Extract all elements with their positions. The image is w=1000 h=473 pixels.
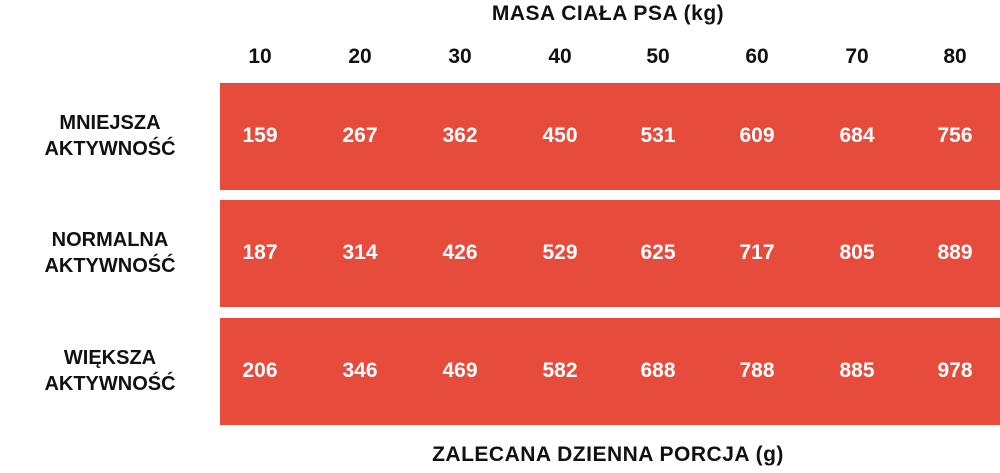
cell-value: 529: [542, 241, 578, 264]
cell-value: 267: [342, 124, 378, 147]
column-header: 10: [248, 45, 272, 68]
row-label: MNIEJSZA AKTYWNOŚĆ: [44, 110, 175, 162]
cell-value: 756: [937, 124, 973, 147]
row-label-line: NORMALNA: [51, 229, 169, 251]
cell-value: 885: [839, 359, 875, 382]
row-label-line: MNIEJSZA: [59, 112, 161, 134]
row-band: [220, 200, 1000, 307]
row-label: WIĘKSZA AKTYWNOŚĆ: [44, 345, 175, 397]
cell-value: 978: [937, 359, 973, 382]
cell-value: 625: [640, 241, 676, 264]
row-label-line: AKTYWNOŚĆ: [44, 255, 176, 277]
column-header: 20: [348, 45, 372, 68]
cell-value: 362: [442, 124, 478, 147]
row-label-line: WIĘKSZA: [63, 347, 157, 369]
cell-value: 717: [739, 241, 775, 264]
cell-value: 805: [839, 241, 875, 264]
cell-value: 159: [242, 124, 278, 147]
cell-value: 346: [342, 359, 378, 382]
cell-value: 582: [542, 359, 578, 382]
cell-value: 187: [242, 241, 278, 264]
row-band: [220, 318, 1000, 425]
cell-value: 788: [739, 359, 775, 382]
cell-value: 206: [242, 359, 278, 382]
cell-value: 531: [640, 124, 676, 147]
cell-value: 426: [442, 241, 478, 264]
cell-value: 609: [739, 124, 775, 147]
row-band: [220, 83, 1000, 190]
cell-value: 889: [937, 241, 973, 264]
column-header: 50: [646, 45, 670, 68]
table-title: MASA CIAŁA PSA (kg): [491, 2, 725, 25]
cell-value: 688: [640, 359, 676, 382]
cell-value: 684: [839, 124, 875, 147]
cell-value: 450: [542, 124, 578, 147]
column-header: 70: [845, 45, 869, 68]
column-header: 60: [745, 45, 769, 68]
row-label: NORMALNA AKTYWNOŚĆ: [44, 227, 175, 279]
row-label-line: AKTYWNOŚĆ: [44, 138, 176, 160]
column-header: 40: [548, 45, 572, 68]
column-header: 30: [448, 45, 472, 68]
table-footer: ZALECANA DZIENNA PORCJA (g): [432, 443, 784, 466]
row-label-line: AKTYWNOŚĆ: [44, 373, 176, 395]
cell-value: 469: [442, 359, 478, 382]
column-header: 80: [943, 45, 967, 68]
cell-value: 314: [342, 241, 378, 264]
